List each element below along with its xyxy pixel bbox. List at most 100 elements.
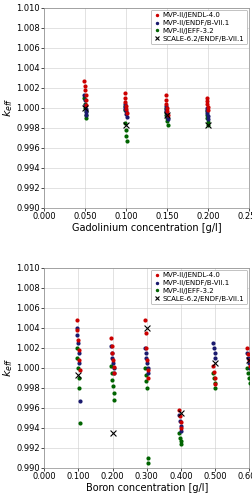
- Point: [212, 358, 216, 366]
- Point: [205, 114, 209, 122]
- Point: [178, 408, 182, 416]
- Point: [205, 100, 209, 108]
- Point: [124, 112, 128, 120]
- Point: [78, 366, 82, 374]
- Point: [123, 102, 127, 110]
- Point: [244, 348, 248, 356]
- Point: [146, 368, 150, 376]
- Point: [84, 100, 88, 108]
- Point: [205, 112, 209, 120]
- Point: [110, 358, 114, 366]
- Point: [82, 96, 86, 104]
- Point: [165, 120, 169, 128]
- Point: [124, 132, 128, 140]
- Point: [146, 458, 150, 466]
- Point: [176, 410, 180, 418]
- Point: [177, 416, 181, 424]
- Y-axis label: $k_{eff}$: $k_{eff}$: [1, 358, 15, 378]
- Point: [76, 370, 80, 378]
- Point: [74, 344, 78, 351]
- Point: [212, 380, 216, 388]
- Point: [177, 412, 181, 420]
- Point: [78, 396, 82, 404]
- Point: [74, 324, 78, 332]
- Point: [142, 316, 146, 324]
- Point: [178, 426, 182, 434]
- Point: [111, 388, 115, 396]
- Point: [122, 102, 127, 110]
- Point: [204, 106, 208, 114]
- Point: [163, 104, 167, 112]
- Point: [122, 106, 127, 114]
- Point: [164, 110, 168, 118]
- Point: [124, 110, 128, 118]
- Point: [109, 348, 113, 356]
- Point: [178, 440, 182, 448]
- Point: [246, 374, 250, 382]
- Point: [178, 422, 182, 430]
- Point: [77, 356, 81, 364]
- Point: [83, 86, 87, 94]
- X-axis label: Boron concentration [g/l]: Boron concentration [g/l]: [85, 484, 207, 494]
- Point: [82, 94, 86, 102]
- Point: [211, 344, 215, 351]
- Point: [205, 118, 209, 126]
- Point: [212, 354, 216, 362]
- Point: [165, 110, 169, 118]
- Point: [246, 356, 250, 364]
- Point: [164, 106, 168, 114]
- Point: [212, 348, 216, 356]
- Point: [144, 384, 148, 392]
- Point: [204, 96, 208, 104]
- Point: [124, 104, 128, 112]
- Point: [144, 324, 148, 332]
- Point: [82, 82, 86, 90]
- Point: [111, 364, 115, 372]
- Point: [204, 94, 208, 102]
- Point: [144, 376, 148, 384]
- Point: [110, 356, 114, 364]
- Point: [145, 366, 149, 374]
- Point: [84, 96, 88, 104]
- Point: [83, 104, 87, 112]
- Point: [210, 362, 214, 370]
- Point: [123, 98, 127, 106]
- Y-axis label: $k_{eff}$: $k_{eff}$: [1, 98, 15, 117]
- Point: [165, 114, 169, 122]
- Point: [84, 114, 88, 122]
- Point: [144, 356, 148, 364]
- Point: [110, 376, 114, 384]
- Point: [177, 434, 181, 442]
- Point: [122, 100, 126, 108]
- Point: [122, 88, 126, 96]
- Point: [82, 90, 86, 98]
- Point: [144, 354, 148, 362]
- Point: [246, 358, 250, 366]
- Point: [205, 102, 209, 110]
- Point: [163, 96, 167, 104]
- Point: [163, 108, 167, 116]
- Point: [165, 110, 169, 118]
- Point: [176, 406, 180, 413]
- Point: [74, 316, 78, 324]
- Point: [110, 348, 114, 356]
- Point: [244, 344, 248, 351]
- Point: [246, 362, 250, 370]
- Point: [123, 118, 127, 126]
- Point: [83, 104, 87, 112]
- Point: [75, 326, 79, 334]
- Point: [77, 384, 81, 392]
- Point: [76, 346, 80, 354]
- Point: [83, 100, 87, 108]
- Point: [124, 136, 128, 144]
- Point: [245, 368, 249, 376]
- Point: [112, 396, 116, 404]
- Point: [110, 428, 114, 436]
- Point: [110, 354, 114, 362]
- Point: [204, 110, 208, 118]
- Point: [178, 424, 182, 432]
- Point: [112, 368, 116, 376]
- Point: [108, 342, 112, 349]
- Point: [77, 358, 81, 366]
- Point: [145, 454, 149, 462]
